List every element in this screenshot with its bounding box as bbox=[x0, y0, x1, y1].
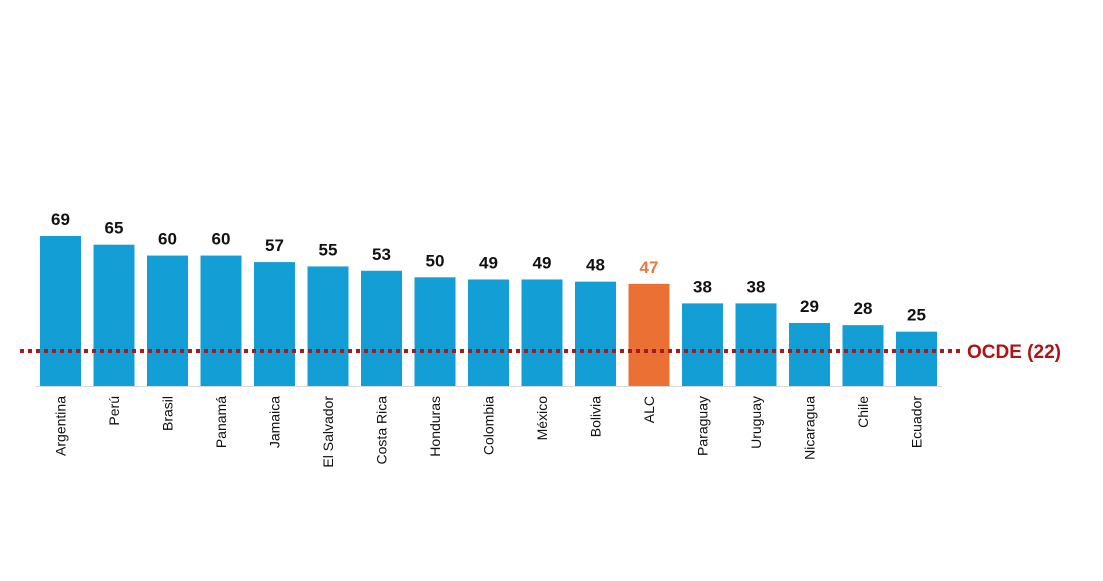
bar-bolivia bbox=[575, 281, 616, 386]
bar-el-salvador bbox=[307, 266, 349, 386]
data-label: 65 bbox=[105, 219, 124, 238]
data-label: 57 bbox=[265, 236, 284, 255]
data-label: 53 bbox=[372, 245, 391, 264]
data-label: 49 bbox=[533, 253, 552, 272]
data-label: 49 bbox=[479, 253, 498, 272]
category-label: Nicaragua bbox=[802, 396, 818, 460]
bar-honduras bbox=[414, 277, 456, 386]
bar-colombia bbox=[468, 279, 509, 386]
bar-nicaragua bbox=[789, 322, 830, 386]
data-label: 25 bbox=[907, 306, 926, 325]
data-label: 60 bbox=[158, 230, 177, 249]
category-label: Bolivia bbox=[588, 396, 604, 437]
bar-chile bbox=[842, 325, 884, 386]
data-label: 60 bbox=[212, 230, 231, 249]
category-label: Panamá bbox=[213, 396, 229, 448]
bar-paraguay bbox=[682, 303, 723, 386]
category-label: Uruguay bbox=[748, 396, 764, 449]
category-label: Paraguay bbox=[695, 396, 711, 456]
category-label: El Salvador bbox=[320, 396, 336, 468]
data-label: 28 bbox=[854, 299, 873, 318]
category-label: Argentina bbox=[53, 396, 69, 456]
bar-ecuador bbox=[896, 331, 937, 386]
ocde-reference-label: OCDE (22) bbox=[967, 342, 1061, 363]
category-label: Perú bbox=[106, 396, 122, 426]
data-label: 29 bbox=[800, 297, 819, 316]
bar-panamá bbox=[200, 255, 242, 386]
data-label: 38 bbox=[693, 277, 712, 296]
data-label: 47 bbox=[640, 258, 659, 277]
data-label: 38 bbox=[747, 277, 766, 296]
bar-méxico bbox=[521, 279, 563, 386]
category-label: Ecuador bbox=[909, 396, 925, 448]
bar-costa-rica bbox=[361, 270, 402, 386]
category-label: Colombia bbox=[481, 396, 497, 455]
bar-alc bbox=[628, 283, 670, 386]
category-label: Costa Rica bbox=[374, 396, 390, 465]
data-label: 50 bbox=[426, 251, 445, 270]
bar-jamaica bbox=[254, 262, 295, 386]
data-label: 69 bbox=[51, 210, 70, 229]
category-label: Chile bbox=[855, 396, 871, 428]
bar-uruguay bbox=[735, 303, 777, 386]
bar-argentina bbox=[40, 236, 81, 386]
bar-brasil bbox=[147, 255, 188, 386]
bar-perú bbox=[93, 244, 135, 386]
category-label: México bbox=[534, 396, 550, 441]
category-label: Jamaica bbox=[267, 396, 283, 448]
category-label: Brasil bbox=[160, 396, 176, 431]
category-label: Honduras bbox=[427, 396, 443, 457]
data-label: 55 bbox=[319, 240, 338, 259]
category-label: ALC bbox=[641, 396, 657, 423]
data-label: 48 bbox=[586, 256, 605, 275]
